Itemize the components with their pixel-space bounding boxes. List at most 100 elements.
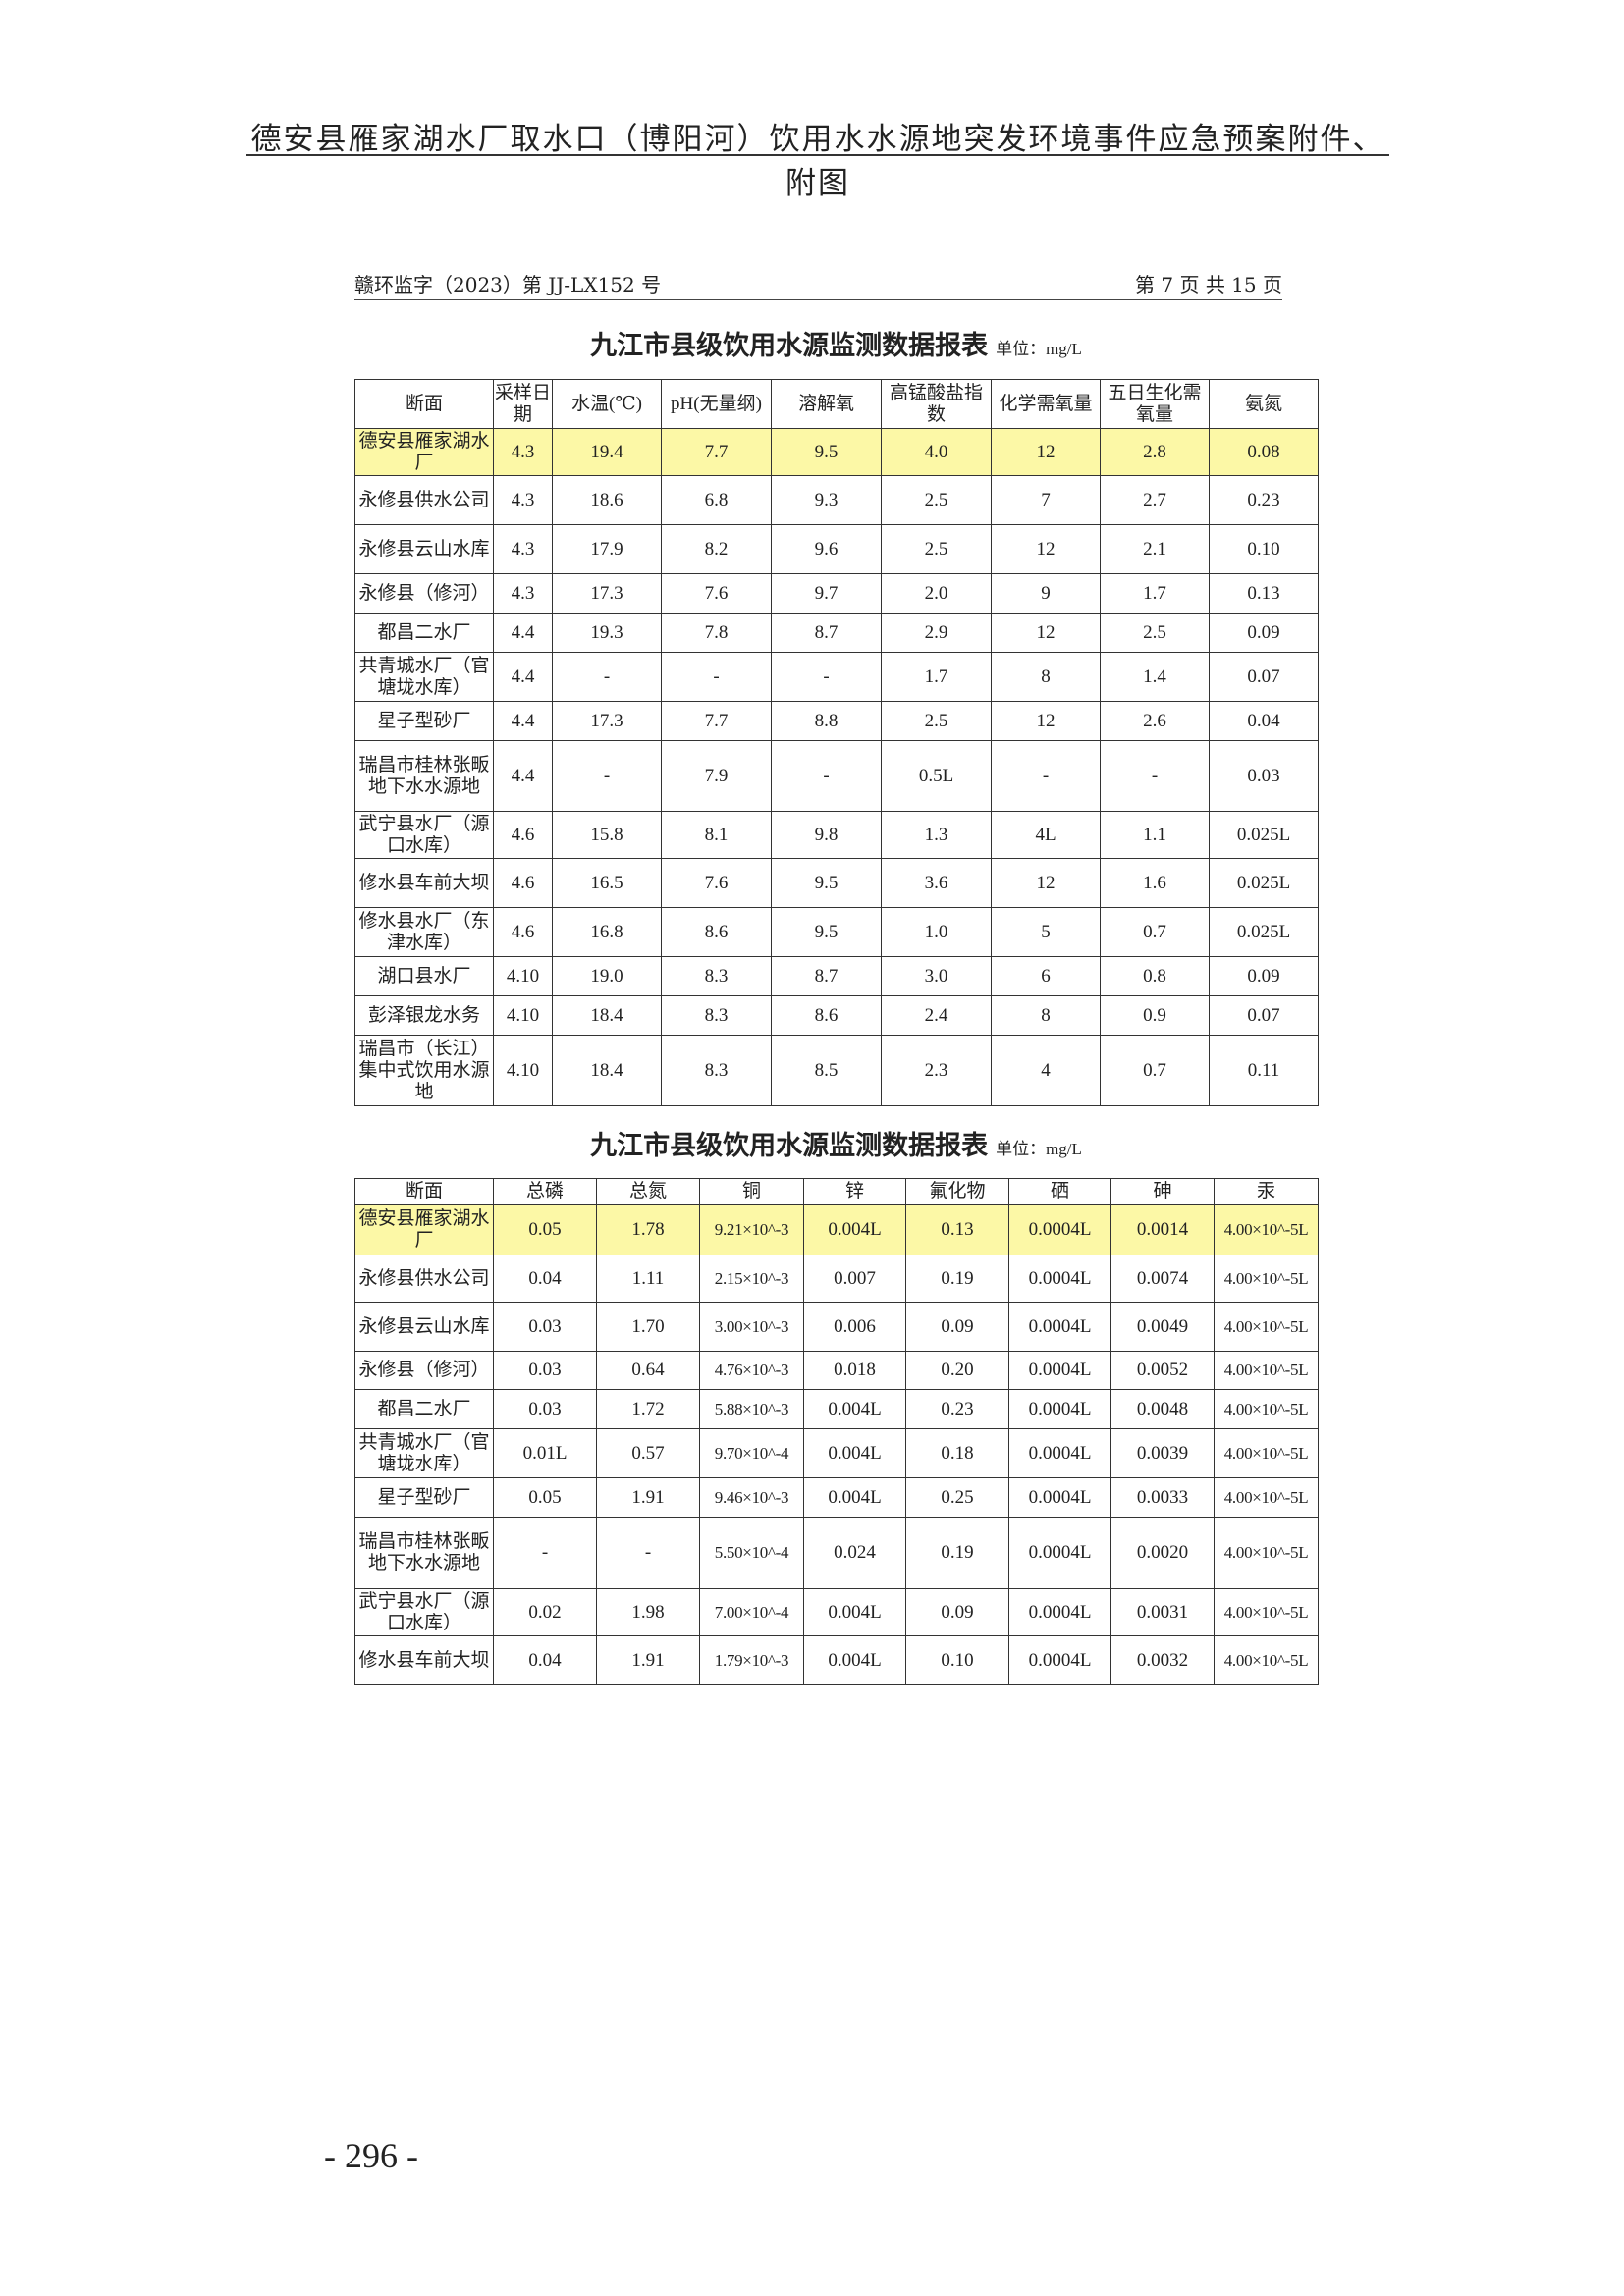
value-cell: 0.0031	[1110, 1588, 1215, 1636]
value-cell: 7.00×10^-4	[699, 1588, 804, 1636]
value-cell: 0.025L	[1209, 811, 1319, 859]
value-cell: 0.7	[1100, 1035, 1210, 1106]
site-name-cell: 星子型砂厂	[354, 701, 494, 741]
value-cell: 3.6	[881, 858, 992, 908]
value-cell: 18.4	[552, 1035, 662, 1106]
value-cell: 9.46×10^-3	[699, 1477, 804, 1518]
value-cell: 4.10	[493, 995, 553, 1036]
value-cell: -	[991, 740, 1101, 812]
table-row: 武宁县水厂（源口水库） 4.6 15.8 8.1 9.8 1.3 4L 1.1 0.025L	[354, 811, 1319, 859]
value-cell: 8.3	[661, 995, 772, 1036]
value-cell: 9.70×10^-4	[699, 1428, 804, 1478]
value-cell: 5.88×10^-3	[699, 1389, 804, 1429]
value-cell: 2.5	[1100, 613, 1210, 653]
table-row: 永修县供水公司 4.3 18.6 6.8 9.3 2.5 7 2.7 0.23	[354, 475, 1319, 525]
value-cell: 0.03	[493, 1389, 597, 1429]
table-row: 共青城水厂（官塘垅水库） 0.01L 0.57 9.70×10^-4 0.004L 0.1…	[354, 1428, 1319, 1478]
value-cell: 0.20	[905, 1351, 1009, 1390]
site-name-cell: 瑞昌市桂林张畈地下水水源地	[354, 1517, 494, 1589]
column-header: 氨氮	[1209, 379, 1319, 429]
value-cell: 8.5	[771, 1035, 882, 1106]
value-cell: 4.00×10^-5L	[1214, 1635, 1319, 1685]
value-cell: 0.0074	[1110, 1255, 1215, 1303]
site-name-cell: 共青城水厂（官塘垅水库）	[354, 652, 494, 702]
value-cell: 9.7	[771, 573, 882, 614]
value-cell: 12	[991, 701, 1101, 741]
value-cell: 17.3	[552, 701, 662, 741]
value-cell: 4.10	[493, 1035, 553, 1106]
value-cell: 4.3	[493, 428, 553, 476]
value-cell: 9.5	[771, 907, 882, 957]
value-cell: 0.09	[905, 1588, 1009, 1636]
value-cell: 4.00×10^-5L	[1214, 1204, 1319, 1255]
value-cell: 4.00×10^-5L	[1214, 1389, 1319, 1429]
value-cell: 1.0	[881, 907, 992, 957]
value-cell: 12	[991, 524, 1101, 574]
value-cell: 8.2	[661, 524, 772, 574]
value-cell: 0.18	[905, 1428, 1009, 1478]
value-cell: 4L	[991, 811, 1101, 859]
value-cell: 0.09	[1209, 613, 1319, 653]
value-cell: 0.0020	[1110, 1517, 1215, 1589]
column-header: 总氮	[596, 1178, 700, 1205]
value-cell: 5	[991, 907, 1101, 957]
column-header: 砷	[1110, 1178, 1215, 1205]
site-name-cell: 武宁县水厂（源口水库）	[354, 1588, 494, 1636]
site-name-cell: 永修县供水公司	[354, 475, 494, 525]
value-cell: 0.8	[1100, 956, 1210, 996]
value-cell: 4.6	[493, 858, 553, 908]
site-name-cell: 修水县水厂（东津水库）	[354, 907, 494, 957]
column-header: 五日生化需氧量	[1100, 379, 1210, 429]
column-header: 溶解氧	[771, 379, 882, 429]
value-cell: 0.025L	[1209, 858, 1319, 908]
column-header: 水温(℃)	[552, 379, 662, 429]
value-cell: 2.1	[1100, 524, 1210, 574]
value-cell: 0.05	[493, 1477, 597, 1518]
value-cell: 1.11	[596, 1255, 700, 1303]
value-cell: 1.79×10^-3	[699, 1635, 804, 1685]
value-cell: 0.11	[1209, 1035, 1319, 1106]
value-cell: 2.15×10^-3	[699, 1255, 804, 1303]
value-cell: 4.3	[493, 475, 553, 525]
value-cell: 9	[991, 573, 1101, 614]
value-cell: 0.13	[905, 1204, 1009, 1255]
value-cell: 0.03	[1209, 740, 1319, 812]
value-cell: 2.6	[1100, 701, 1210, 741]
site-name-cell: 永修县（修河）	[354, 1351, 494, 1390]
value-cell: 0.0004L	[1008, 1517, 1111, 1589]
value-cell: 18.6	[552, 475, 662, 525]
value-cell: 6	[991, 956, 1101, 996]
value-cell: 1.7	[881, 652, 992, 702]
site-name-cell: 湖口县水厂	[354, 956, 494, 996]
report-subheader: 赣环监字（2023）第 JJ-LX152 号 第 7 页 共 15 页	[354, 269, 1282, 300]
column-header: 断面	[354, 379, 494, 429]
value-cell: 0.23	[905, 1389, 1009, 1429]
value-cell: 0.08	[1209, 428, 1319, 476]
column-header: 氟化物	[905, 1178, 1009, 1205]
value-cell: 0.004L	[803, 1477, 906, 1518]
report-doc-number: 赣环监字（2023）第 JJ-LX152 号	[354, 273, 662, 296]
value-cell: 0.004L	[803, 1635, 906, 1685]
site-name-cell: 共青城水厂（官塘垅水库）	[354, 1428, 494, 1478]
site-name-cell: 修水县车前大坝	[354, 858, 494, 908]
value-cell: 1.91	[596, 1635, 700, 1685]
table-row: 永修县云山水库 0.03 1.70 3.00×10^-3 0.006 0.09 0.0004…	[354, 1302, 1319, 1352]
value-cell: 4.00×10^-5L	[1214, 1351, 1319, 1390]
table-row: 瑞昌市桂林张畈地下水水源地 4.4-7.9-0.5L - -0.03	[354, 740, 1319, 812]
value-cell: 0.0039	[1110, 1428, 1215, 1478]
site-name-cell: 都昌二水厂	[354, 613, 494, 653]
value-cell: 8	[991, 995, 1101, 1036]
site-name-cell: 修水县车前大坝	[354, 1635, 494, 1685]
value-cell: 8.6	[661, 907, 772, 957]
page-number: - 296 -	[324, 2136, 418, 2175]
value-cell: 8.3	[661, 1035, 772, 1106]
table1-unit: 单位：mg/L	[996, 340, 1082, 358]
value-cell: 2.5	[881, 524, 992, 574]
table-row: 湖口县水厂 4.10 19.0 8.3 8.7 3.0 6 0.8 0.09	[354, 956, 1319, 996]
value-cell: 9.21×10^-3	[699, 1204, 804, 1255]
value-cell: 0.01L	[493, 1428, 597, 1478]
value-cell: 0.0048	[1110, 1389, 1215, 1429]
value-cell: 7.8	[661, 613, 772, 653]
value-cell: 4.6	[493, 811, 553, 859]
value-cell: 9.5	[771, 428, 882, 476]
